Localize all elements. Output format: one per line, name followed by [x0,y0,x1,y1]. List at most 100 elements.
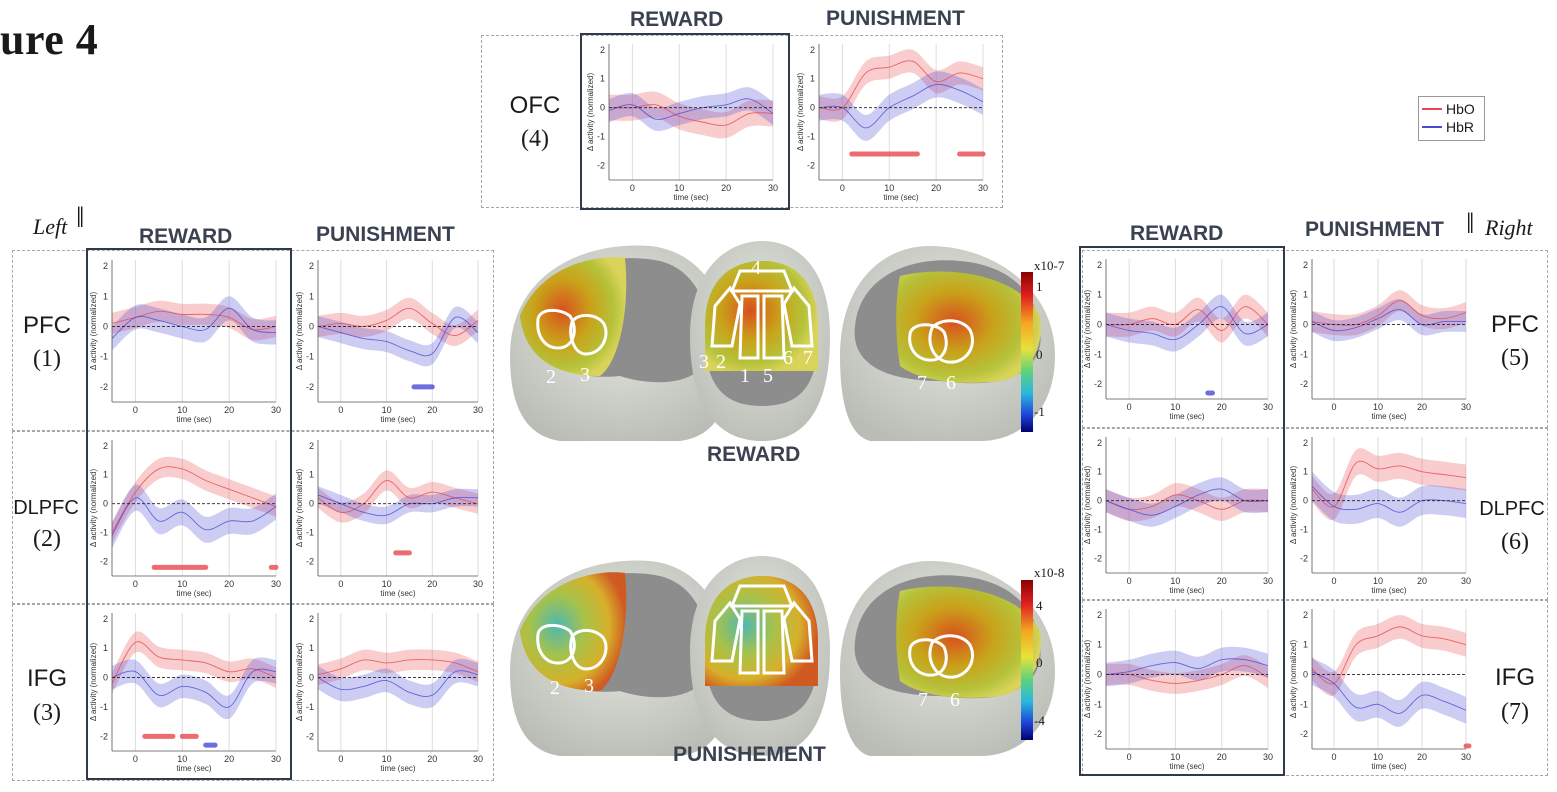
y-tick-label: 2 [103,614,108,624]
x-tick-label: 0 [338,754,343,764]
punishment-brain-right-lateral [840,561,1055,756]
band-hbo [1106,483,1268,522]
right-reward-frame [1079,246,1285,776]
y-tick-label: 1 [309,470,314,480]
y-tick-label: -2 [1300,379,1308,389]
y-tick-label: 1 [309,291,314,301]
right-divider-mark: ‖ [1466,207,1475,240]
legend-item-hbr: HbR [1419,118,1484,136]
punishment-scale-exponent: x10-8 [1034,565,1065,580]
x-tick-label: 20 [1217,576,1227,586]
y-tick-label: 2 [810,45,815,55]
x-tick-label: 30 [978,183,988,193]
pfc-right-number: (5) [1501,345,1529,371]
left-row-ifg [12,604,494,781]
x-tick-label: 10 [1373,752,1383,762]
band-hbo [112,456,276,543]
reward-roi-number: 2 [716,351,726,373]
y-tick-label: -2 [100,382,108,392]
y-tick-label: 2 [309,614,314,624]
x-tick-label: 20 [721,183,731,193]
x-tick-label: 30 [1263,752,1273,762]
x-tick-label: 30 [473,579,483,589]
x-tick-label: 30 [271,405,281,415]
ofc-region-name: OFC [509,92,561,119]
series-line-hbo [818,60,984,111]
x-tick-label: 0 [338,579,343,589]
x-tick-label: 10 [177,579,187,589]
pfc-left-number: (1) [33,346,61,372]
series-line-hbo [111,466,277,533]
ofc-reward-header: REWARD [630,8,724,31]
series-line-hbr [1311,309,1467,332]
x-tick-label: 20 [427,754,437,764]
x-axis-label: time (sec) [883,193,918,202]
reward-roi-number: 6 [946,372,956,394]
y-axis-label: Δ activity (normalized) [586,73,595,152]
series-line-hbr [317,494,479,517]
x-axis-label: time (sec) [1169,762,1204,771]
reward-colorbar [1021,272,1033,432]
y-tick-label: 0 [103,321,108,331]
x-axis-label: time (sec) [1371,412,1406,421]
series-line-hbr [1105,306,1269,341]
y-axis-label: Δ activity (normalized) [796,73,805,152]
reward-roi-number: 6 [783,347,793,369]
legend: HbO HbR [1418,96,1485,141]
y-tick-label: -2 [807,161,815,171]
y-tick-label: 2 [1303,438,1308,448]
series-line-hbr [1311,671,1467,714]
y-tick-label: 2 [309,441,314,451]
x-tick-label: 0 [1331,402,1336,412]
band-hbr [318,658,478,709]
reward-roi-number: 3 [580,364,590,386]
ifg-left-name: IFG [27,665,67,692]
x-tick-label: 20 [931,183,941,193]
x-tick-label: 30 [1461,402,1471,412]
y-tick-label: 1 [1303,467,1308,477]
y-tick-label: -2 [1094,379,1102,389]
x-tick-label: 10 [1170,752,1180,762]
y-axis-label: Δ activity (normalized) [295,643,304,722]
band-hbo [1106,294,1268,343]
ifg-right-number: (7) [1501,699,1529,725]
band-hbr [112,296,276,351]
legend-item-hbo: HbO [1419,100,1484,118]
x-tick-label: 0 [133,754,138,764]
series-line-hbr [608,98,774,120]
y-axis-label: Δ activity (normalized) [1083,466,1092,545]
x-tick-label: 20 [427,405,437,415]
x-tick-label: 30 [1461,752,1471,762]
y-tick-label: 2 [1303,260,1308,270]
reward-scale-tick: -1 [1034,404,1045,419]
y-tick-label: 1 [1097,640,1102,650]
figure-title: ure 4 [0,15,99,64]
reward-roi-number: 4 [751,257,761,279]
y-tick-label: 1 [600,74,605,84]
reward-roi-number: 2 [546,366,556,388]
series-line-hbo [317,480,479,513]
x-tick-label: 0 [1331,576,1336,586]
band-hbo [1312,448,1466,521]
punishment-brain-top [690,556,830,756]
x-tick-label: 10 [177,754,187,764]
x-tick-label: 0 [133,579,138,589]
ofc-panel-group [481,35,1003,208]
x-tick-label: 0 [338,405,343,415]
y-axis-label: Δ activity (normalized) [1289,290,1298,369]
punishment-colorbar [1021,580,1033,740]
x-tick-label: 0 [1331,752,1336,762]
y-tick-label: 1 [309,643,314,653]
y-axis-label: Δ activity (normalized) [1083,640,1092,719]
y-tick-label: -1 [1094,525,1102,535]
y-axis-label: Δ activity (normalized) [1083,290,1092,369]
reward-brain-left-lateral [510,245,730,441]
